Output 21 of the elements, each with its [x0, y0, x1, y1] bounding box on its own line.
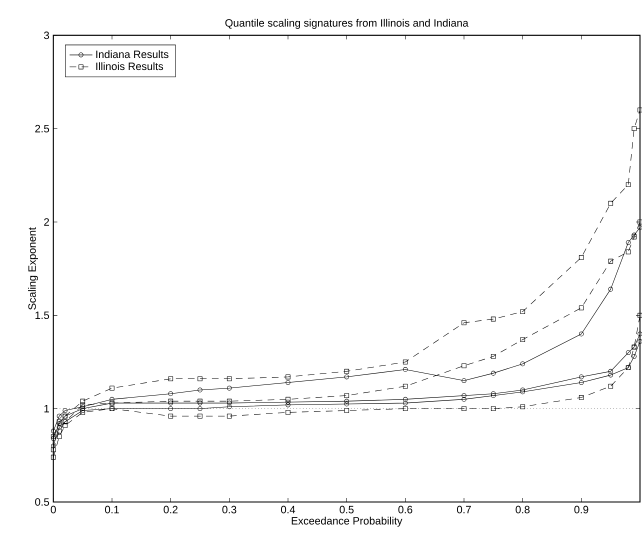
- y-tick-label: 0.5: [35, 498, 50, 506]
- x-tick-label: 0.9: [574, 506, 588, 514]
- legend-label: Illinois Results: [96, 62, 164, 70]
- x-tick-label: 0.1: [105, 506, 119, 514]
- x-tick-label: 0.6: [398, 506, 412, 514]
- legend-label: Indiana Results: [96, 50, 168, 58]
- y-tick-label: 1.5: [36, 312, 50, 320]
- y-axis-title: Scaling Exponent: [28, 227, 38, 310]
- x-tick-label: 0.5: [340, 506, 354, 514]
- x-axis-title: Exceedance Probability: [292, 516, 402, 527]
- y-tick-label: 3: [44, 32, 50, 40]
- y-tick-label: 2.5: [35, 124, 50, 132]
- x-tick-label: 0.2: [164, 506, 178, 514]
- x-tick-label: 0.4: [281, 506, 296, 514]
- y-tick-label: 1: [44, 404, 49, 412]
- y-tick-label: 2: [44, 218, 49, 226]
- x-tick-label: 0.8: [516, 506, 530, 514]
- chart-title: Quantile scaling signatures from Illinois and Indiana: [225, 18, 468, 29]
- x-tick-label: 0: [50, 506, 56, 514]
- x-tick-label: 0.7: [457, 506, 471, 514]
- x-tick-label: 0.3: [222, 506, 236, 514]
